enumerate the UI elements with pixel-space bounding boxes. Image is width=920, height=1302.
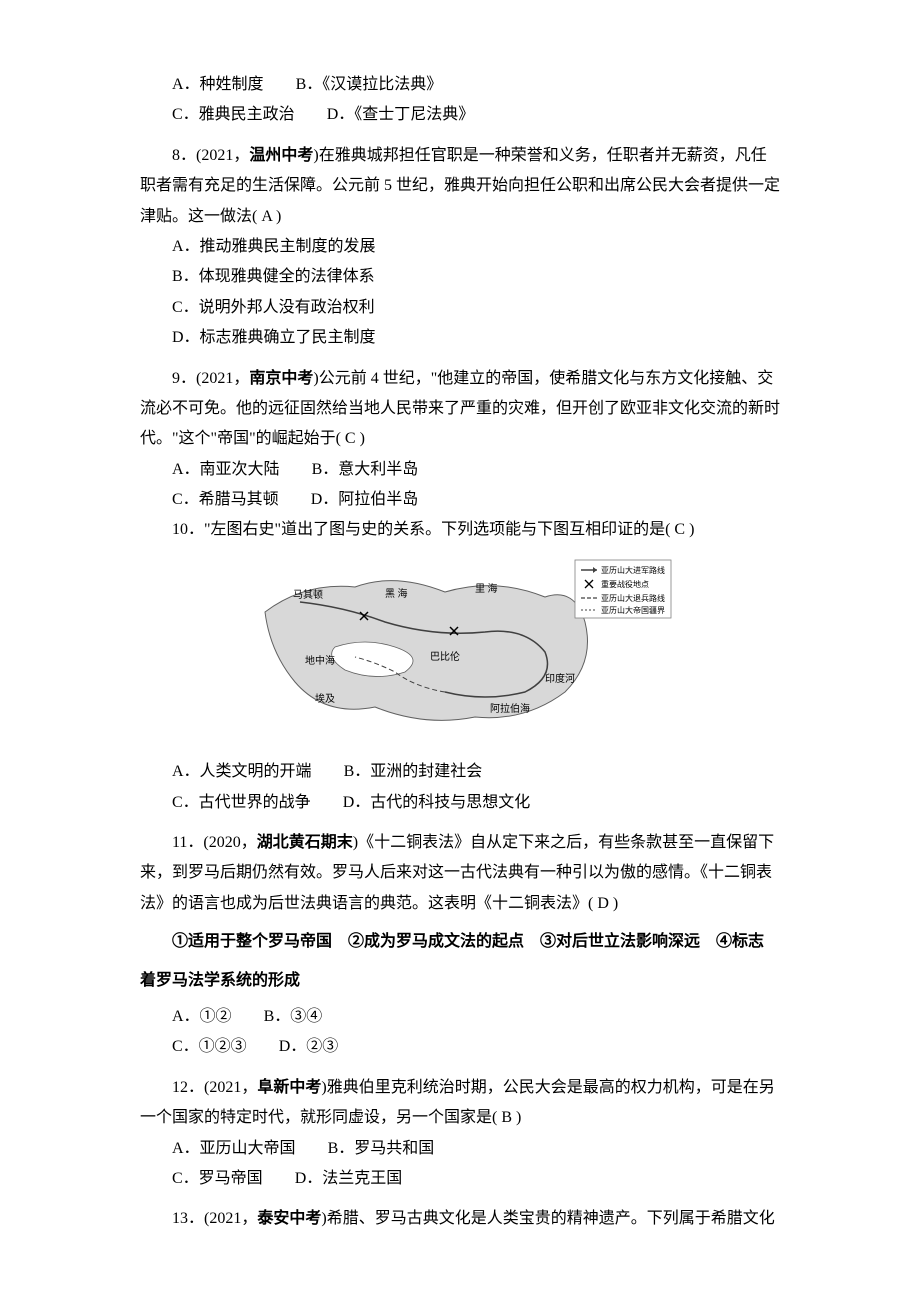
q11-options-cd: C．①②③ D．②③ xyxy=(140,1032,780,1062)
q13-source: 泰安中考 xyxy=(257,1210,321,1227)
map-label-egypt: 埃及 xyxy=(315,692,335,705)
q10-stem: 10．"左图右史"道出了图与史的关系。下列选项能与下图互相印证的是( C ) xyxy=(140,515,780,545)
q12-options-ab: A．亚历山大帝国 B．罗马共和国 xyxy=(140,1134,780,1164)
q12-options-cd: C．罗马帝国 D．法兰克王国 xyxy=(140,1164,780,1194)
q8-stem-line1: 8．(2021，温州中考)在雅典城邦担任官职是一种荣誉和义务，任职者并无薪资，凡… xyxy=(140,141,780,171)
q8-a: A．推动雅典民主制度的发展 xyxy=(140,232,780,262)
q9-stem-line1: 9．(2021，南京中考)公元前 4 世纪，"他建立的帝国，使希腊文化与东方文化… xyxy=(140,364,780,394)
map-label-macedon: 马其顿 xyxy=(293,588,323,601)
q8-d: D．标志雅典确立了民主制度 xyxy=(140,323,780,353)
legend-item-1: 亚历山大进军路线 xyxy=(601,565,665,575)
map-label-black-sea: 黑 海 xyxy=(385,587,408,600)
q9-source: 南京中考 xyxy=(249,370,313,387)
map-label-arab-sea: 阿拉伯海 xyxy=(490,702,530,715)
legend-item-3: 亚历山大退兵路线 xyxy=(601,593,665,603)
map-label-babylon: 巴比伦 xyxy=(430,650,460,663)
q11-a: A．①② xyxy=(172,1008,232,1025)
q9-options-ab: A．南亚次大陆 B．意大利半岛 xyxy=(140,455,780,485)
q8-stem-line2: 职者需有充足的生活保障。公元前 5 世纪，雅典开始向担任公职和出席公民大会者提供… xyxy=(140,171,780,232)
q11-c: C．①②③ xyxy=(172,1038,247,1055)
map-figure: 马其顿 黑 海 里 海 地中海 埃及 巴比伦 阿拉伯海 印度河 亚历山大进军路线… xyxy=(140,552,780,753)
q12-stem-line1: 12．(2021，阜新中考)雅典伯里克利统治时期，公民大会是最高的权力机构，可是… xyxy=(140,1073,780,1103)
q9-c: C．希腊马其顿 xyxy=(172,491,279,508)
q11-circled-a: ①适用于整个罗马帝国 ②成为罗马成文法的起点 ③对后世立法影响深远 ④标志 xyxy=(140,927,780,957)
q9-a: A．南亚次大陆 xyxy=(172,461,280,478)
q11-stem-line1: 11．(2020，湖北黄石期末)《十二铜表法》自从定下来之后，有些条款甚至一直保… xyxy=(140,828,780,858)
q7-b: B．《汉谟拉比法典》 xyxy=(296,76,443,93)
q7-a: A．种姓制度 xyxy=(172,76,264,93)
q10-b: B．亚洲的封建社会 xyxy=(344,763,483,780)
map-label-indus: 印度河 xyxy=(545,672,575,685)
q11-options-ab: A．①② B．③④ xyxy=(140,1002,780,1032)
q7-d: D．《查士丁尼法典》 xyxy=(327,106,475,123)
legend-item-2: 重要战役地点 xyxy=(601,579,649,589)
q13-stem-line1: 13．(2021，泰安中考)希腊、罗马古典文化是人类宝贵的精神遗产。下列属于希腊… xyxy=(140,1204,780,1234)
q12-c: C．罗马帝国 xyxy=(172,1170,263,1187)
q8-c: C．说明外邦人没有政治权利 xyxy=(140,293,780,323)
alexander-map: 马其顿 黑 海 里 海 地中海 埃及 巴比伦 阿拉伯海 印度河 亚历山大进军路线… xyxy=(245,552,675,742)
q11-circled-b: 着罗马法学系统的形成 xyxy=(140,966,780,996)
q9-b: B．意大利半岛 xyxy=(312,461,419,478)
q9-stem-line2: 流必不可免。他的远征固然给当地人民带来了严重的灾难，但开创了欧亚非文化交流的新时… xyxy=(140,394,780,455)
q10-d: D．古代的科技与思想文化 xyxy=(343,794,531,811)
q9-options-cd: C．希腊马其顿 D．阿拉伯半岛 xyxy=(140,485,780,515)
q12-d: D．法兰克王国 xyxy=(295,1170,403,1187)
q11-stem-line2: 来，到罗马后期仍然有效。罗马人后来对这一古代法典有一种引以为傲的感情。《十二铜表… xyxy=(140,858,780,919)
q10-options-cd: C．古代世界的战争 D．古代的科技与思想文化 xyxy=(140,788,780,818)
document-page: A．种姓制度 B．《汉谟拉比法典》 C．雅典民主政治 D．《查士丁尼法典》 8．(2… xyxy=(70,0,850,1295)
q12-a: A．亚历山大帝国 xyxy=(172,1140,296,1157)
q10-a: A．人类文明的开端 xyxy=(172,763,312,780)
q11-source: 湖北黄石期末 xyxy=(257,834,353,851)
q11-b: B．③④ xyxy=(264,1008,323,1025)
q10-c: C．古代世界的战争 xyxy=(172,794,311,811)
q12-source: 阜新中考 xyxy=(257,1079,321,1096)
q7-c: C．雅典民主政治 xyxy=(172,106,295,123)
q7-options-ab: A．种姓制度 B．《汉谟拉比法典》 xyxy=(140,70,780,100)
map-label-caspian: 里 海 xyxy=(475,582,498,595)
q9-d: D．阿拉伯半岛 xyxy=(311,491,419,508)
q12-stem-line2: 一个国家的特定时代，就形同虚设，另一个国家是( B ) xyxy=(140,1103,780,1133)
legend-item-4: 亚历山大帝国疆界 xyxy=(601,605,665,615)
q8-source: 温州中考 xyxy=(249,147,313,164)
q10-options-ab: A．人类文明的开端 B．亚洲的封建社会 xyxy=(140,757,780,787)
q8-b: B．体现雅典健全的法律体系 xyxy=(140,262,780,292)
q7-options-cd: C．雅典民主政治 D．《查士丁尼法典》 xyxy=(140,100,780,130)
q12-b: B．罗马共和国 xyxy=(328,1140,435,1157)
map-label-med: 地中海 xyxy=(305,654,335,667)
q11-d: D．②③ xyxy=(279,1038,339,1055)
